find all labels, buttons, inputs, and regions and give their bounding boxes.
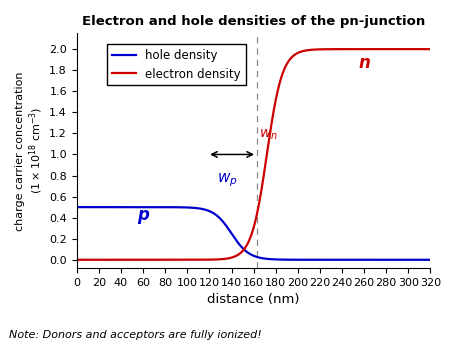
X-axis label: distance (nm): distance (nm) xyxy=(207,293,299,306)
Title: Electron and hole densities of the pn-junction: Electron and hole densities of the pn-ju… xyxy=(82,15,425,28)
Text: $w_p$: $w_p$ xyxy=(216,171,237,189)
Legend: hole density, electron density: hole density, electron density xyxy=(107,44,245,85)
Text: n: n xyxy=(358,54,369,72)
Y-axis label: charge carrier concentration
$(1 \times 10^{18}$ cm$^{-3})$: charge carrier concentration $(1 \times … xyxy=(15,71,45,231)
Text: $w_n$: $w_n$ xyxy=(258,128,278,142)
Text: p: p xyxy=(137,206,149,224)
Text: Note: Donors and acceptors are fully ionized!: Note: Donors and acceptors are fully ion… xyxy=(9,330,261,340)
